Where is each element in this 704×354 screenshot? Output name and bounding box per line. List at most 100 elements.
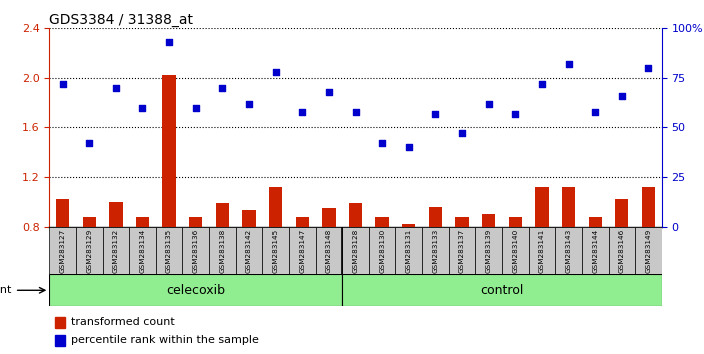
Bar — [369, 227, 396, 274]
Point — [536, 81, 548, 87]
Bar — [215, 203, 229, 227]
Point — [377, 141, 388, 146]
Bar — [209, 227, 236, 274]
Text: GSM283149: GSM283149 — [646, 228, 651, 273]
Text: GSM283129: GSM283129 — [86, 228, 92, 273]
Bar — [322, 208, 336, 227]
Bar — [242, 210, 256, 227]
Bar — [56, 317, 65, 328]
Text: transformed count: transformed count — [70, 318, 175, 327]
Text: GSM283127: GSM283127 — [60, 228, 65, 273]
Point — [616, 93, 627, 98]
Bar — [448, 227, 475, 274]
Bar — [103, 227, 129, 274]
Bar — [49, 274, 342, 306]
Bar — [82, 217, 96, 227]
Bar — [615, 199, 629, 227]
Point — [643, 65, 654, 71]
Text: GSM283134: GSM283134 — [139, 228, 146, 273]
Bar — [396, 227, 422, 274]
Bar — [163, 75, 176, 227]
Text: GSM283138: GSM283138 — [220, 228, 225, 273]
Bar — [49, 227, 76, 274]
Text: GSM283142: GSM283142 — [246, 228, 252, 273]
Bar — [502, 227, 529, 274]
Bar — [608, 227, 635, 274]
Bar — [182, 227, 209, 274]
Bar — [156, 227, 182, 274]
Text: control: control — [480, 284, 524, 297]
Text: GSM283144: GSM283144 — [592, 228, 598, 273]
Bar — [482, 214, 496, 227]
Point — [483, 101, 494, 107]
Bar — [129, 227, 156, 274]
Text: GSM283130: GSM283130 — [379, 228, 385, 273]
Bar — [269, 187, 282, 227]
Bar — [455, 217, 469, 227]
Point — [350, 109, 361, 114]
Point — [563, 61, 574, 67]
Text: GSM283146: GSM283146 — [619, 228, 625, 273]
Point — [456, 131, 467, 136]
Point — [111, 85, 122, 91]
Text: GSM283143: GSM283143 — [565, 228, 572, 273]
Bar — [56, 199, 69, 227]
Point — [190, 105, 201, 110]
Bar — [315, 227, 342, 274]
Point — [163, 39, 175, 45]
Point — [589, 109, 601, 114]
Text: GDS3384 / 31388_at: GDS3384 / 31388_at — [49, 13, 194, 27]
Text: GSM283145: GSM283145 — [272, 228, 279, 273]
Text: GSM283137: GSM283137 — [459, 228, 465, 273]
Text: GSM283139: GSM283139 — [486, 228, 491, 273]
Text: GSM283131: GSM283131 — [406, 228, 412, 273]
Text: percentile rank within the sample: percentile rank within the sample — [70, 335, 258, 346]
Point — [270, 69, 282, 75]
Bar — [562, 187, 575, 227]
Text: GSM283148: GSM283148 — [326, 228, 332, 273]
Text: GSM283136: GSM283136 — [193, 228, 199, 273]
Point — [323, 89, 334, 95]
Text: GSM283128: GSM283128 — [353, 228, 358, 273]
Bar — [422, 227, 448, 274]
Text: GSM283140: GSM283140 — [513, 228, 518, 273]
Bar — [342, 274, 662, 306]
Bar — [529, 227, 555, 274]
Bar — [296, 217, 309, 227]
Point — [217, 85, 228, 91]
Bar — [635, 227, 662, 274]
Bar — [236, 227, 263, 274]
Bar — [342, 227, 369, 274]
Bar — [289, 227, 315, 274]
Text: agent: agent — [0, 285, 12, 295]
Point — [57, 81, 68, 87]
Text: celecoxib: celecoxib — [166, 284, 225, 297]
Bar — [189, 217, 203, 227]
Bar — [429, 207, 442, 227]
Point — [137, 105, 148, 110]
Text: GSM283141: GSM283141 — [539, 228, 545, 273]
Bar — [582, 227, 608, 274]
Bar — [589, 217, 602, 227]
Bar — [56, 335, 65, 346]
Bar — [375, 217, 389, 227]
Text: GSM283135: GSM283135 — [166, 228, 172, 273]
Point — [84, 141, 95, 146]
Bar — [136, 217, 149, 227]
Bar — [76, 227, 103, 274]
Bar — [263, 227, 289, 274]
Bar — [475, 227, 502, 274]
Bar — [555, 227, 582, 274]
Text: GSM283133: GSM283133 — [432, 228, 439, 273]
Bar — [508, 217, 522, 227]
Bar — [535, 187, 548, 227]
Bar — [349, 203, 362, 227]
Bar — [109, 202, 122, 227]
Point — [296, 109, 308, 114]
Text: GSM283147: GSM283147 — [299, 228, 306, 273]
Text: GSM283132: GSM283132 — [113, 228, 119, 273]
Bar — [402, 224, 415, 227]
Point — [510, 111, 521, 116]
Point — [429, 111, 441, 116]
Point — [403, 144, 415, 150]
